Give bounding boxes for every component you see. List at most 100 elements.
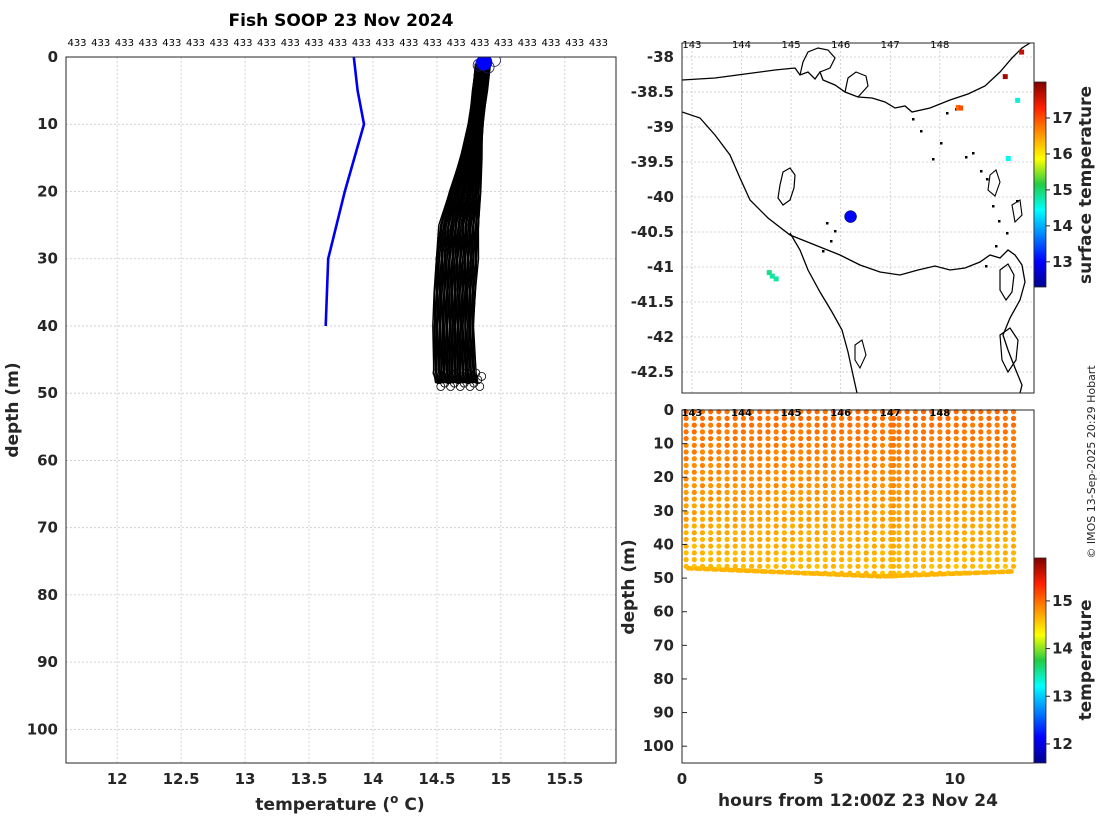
section-sample: [757, 435, 763, 442]
section-sample: [953, 516, 959, 522]
section-sample: [1002, 503, 1008, 509]
section-sample: [896, 563, 902, 569]
section-sample: [814, 503, 820, 509]
section-sample: [806, 435, 812, 442]
cast-number-label: 433: [470, 38, 489, 49]
section-sample: [798, 462, 804, 469]
section-sample: [863, 563, 869, 569]
section-sample: [716, 483, 722, 489]
section-sample: [912, 422, 918, 428]
section-sample: [994, 496, 1000, 502]
section-sample: [822, 462, 828, 469]
section-sample: [781, 483, 787, 489]
section-sample: [839, 536, 845, 543]
section-sample: [855, 496, 861, 502]
section-sample: [863, 483, 869, 489]
colorbar-tick-label: 15: [1052, 181, 1073, 199]
section-sample: [855, 516, 861, 522]
section-sample: [890, 543, 897, 549]
section-sample: [691, 550, 697, 556]
section-sample: [708, 523, 714, 529]
longitude-tick-label: 145: [781, 408, 802, 419]
section-sample: [945, 435, 951, 442]
section-sample: [798, 557, 804, 563]
section-sample: [890, 469, 897, 475]
section-sample: [994, 476, 1000, 482]
section-bottom-sample: [968, 570, 973, 576]
section-sample: [890, 449, 897, 455]
section-sample: [765, 496, 771, 502]
section-sample: [896, 523, 902, 529]
profile-y-ticks: 0 10 20 30 40 50 60 70 80 90 100: [27, 48, 58, 738]
section-sample: [994, 550, 1000, 556]
section-sample: [978, 456, 984, 462]
section-sample: [978, 462, 984, 469]
section-sample: [740, 530, 746, 536]
section-sample: [871, 523, 877, 529]
section-sample: [890, 557, 897, 563]
section-sample: [708, 530, 714, 536]
section-bottom-sample: [747, 568, 752, 574]
island-speck: [920, 130, 923, 133]
section-sample: [748, 422, 755, 428]
section-bottom-sample: [796, 570, 802, 576]
section-sample: [699, 483, 706, 489]
section-sample: [814, 462, 820, 469]
section-sample: [781, 476, 787, 482]
section-sample: [994, 516, 1000, 522]
section-sample: [724, 496, 730, 502]
section-sample: [806, 476, 812, 482]
section-sample: [724, 523, 730, 529]
section-sample: [740, 462, 746, 469]
section-sample: [920, 536, 927, 543]
section-sample: [929, 503, 935, 509]
section-sample: [740, 415, 746, 422]
section-sample: [970, 550, 976, 556]
section-sample: [871, 422, 877, 428]
section-sample: [871, 509, 877, 516]
section-sample: [953, 449, 959, 455]
section-sample: [847, 456, 853, 462]
section-sample: [814, 435, 820, 442]
section-sample: [748, 469, 755, 475]
section-sample: [732, 523, 738, 529]
section-sample: [863, 422, 869, 428]
section-sample: [773, 449, 779, 455]
sst-colorbar-ticks: 13 14 15 16 17: [1046, 109, 1073, 271]
section-sample: [773, 442, 779, 448]
section-sample: [724, 415, 730, 422]
section-sample: [683, 422, 689, 428]
latitude-tick-label: -38: [647, 48, 674, 66]
section-sample: [904, 429, 910, 435]
section-sample: [798, 449, 804, 455]
x-tick-label: 14.5: [418, 770, 455, 788]
section-sample: [890, 422, 897, 428]
section-sample: [724, 456, 730, 462]
section-sample: [1010, 536, 1017, 543]
section-sample: [847, 489, 853, 495]
section-bottom-sample: [763, 569, 769, 574]
section-sample: [708, 422, 714, 428]
section-sample: [757, 530, 763, 536]
section-sample: [929, 550, 935, 556]
section-sample: [847, 563, 853, 569]
section-sample: [814, 469, 820, 475]
section-sample: [863, 456, 869, 462]
section-sample: [699, 456, 706, 462]
section-sample: [978, 550, 984, 556]
section-sample: [937, 516, 943, 522]
section-sample: [724, 563, 730, 569]
section-sample: [806, 415, 812, 422]
section-sample: [945, 469, 951, 475]
section-sample: [978, 422, 984, 428]
section-sample: [822, 550, 828, 556]
y-tick-label: 0: [48, 48, 58, 66]
section-sample: [757, 449, 763, 455]
section-sample: [830, 449, 837, 455]
section-sample: [740, 516, 746, 522]
sst-observation: [773, 276, 779, 282]
section-sample: [953, 523, 959, 529]
section-sample: [732, 516, 738, 522]
section-bottom-sample: [1000, 569, 1006, 575]
section-sample: [748, 503, 755, 509]
